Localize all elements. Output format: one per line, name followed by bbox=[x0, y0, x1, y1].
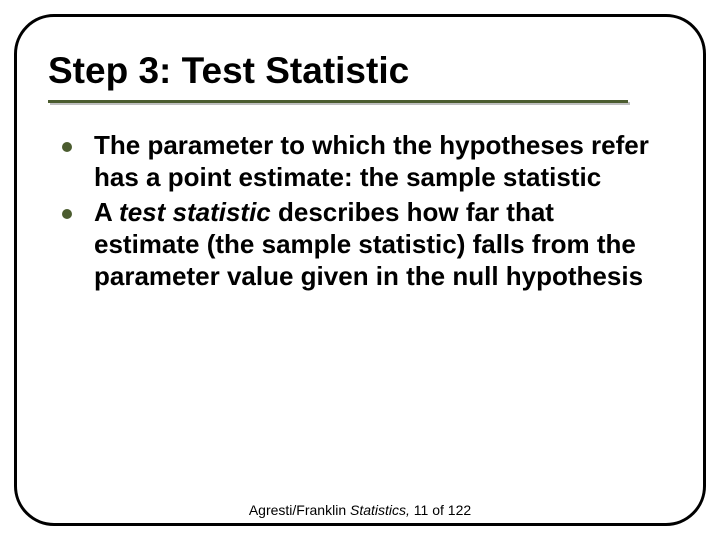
bullet-icon bbox=[62, 142, 72, 152]
bullet-text-ital: test statistic bbox=[119, 197, 271, 227]
footer-post: 11 of 122 bbox=[410, 502, 471, 518]
bullet-text: The parameter to which the hypotheses re… bbox=[94, 130, 658, 193]
title-underline bbox=[48, 100, 628, 103]
list-item: The parameter to which the hypotheses re… bbox=[62, 130, 658, 193]
bullet-text-pre: A bbox=[94, 197, 119, 227]
slide-footer: Agresti/Franklin Statistics, 11 of 122 bbox=[0, 502, 720, 518]
slide-title: Step 3: Test Statistic bbox=[48, 50, 668, 98]
footer-ital: Statistics, bbox=[350, 502, 410, 518]
footer-pre: Agresti/Franklin bbox=[249, 502, 350, 518]
list-item: A test statistic describes how far that … bbox=[62, 197, 658, 292]
bullet-text: A test statistic describes how far that … bbox=[94, 197, 658, 292]
bullet-icon bbox=[62, 209, 72, 219]
body-block: The parameter to which the hypotheses re… bbox=[62, 130, 658, 297]
title-block: Step 3: Test Statistic bbox=[48, 50, 668, 103]
bullet-text-pre: The parameter to which the hypotheses re… bbox=[94, 130, 649, 192]
